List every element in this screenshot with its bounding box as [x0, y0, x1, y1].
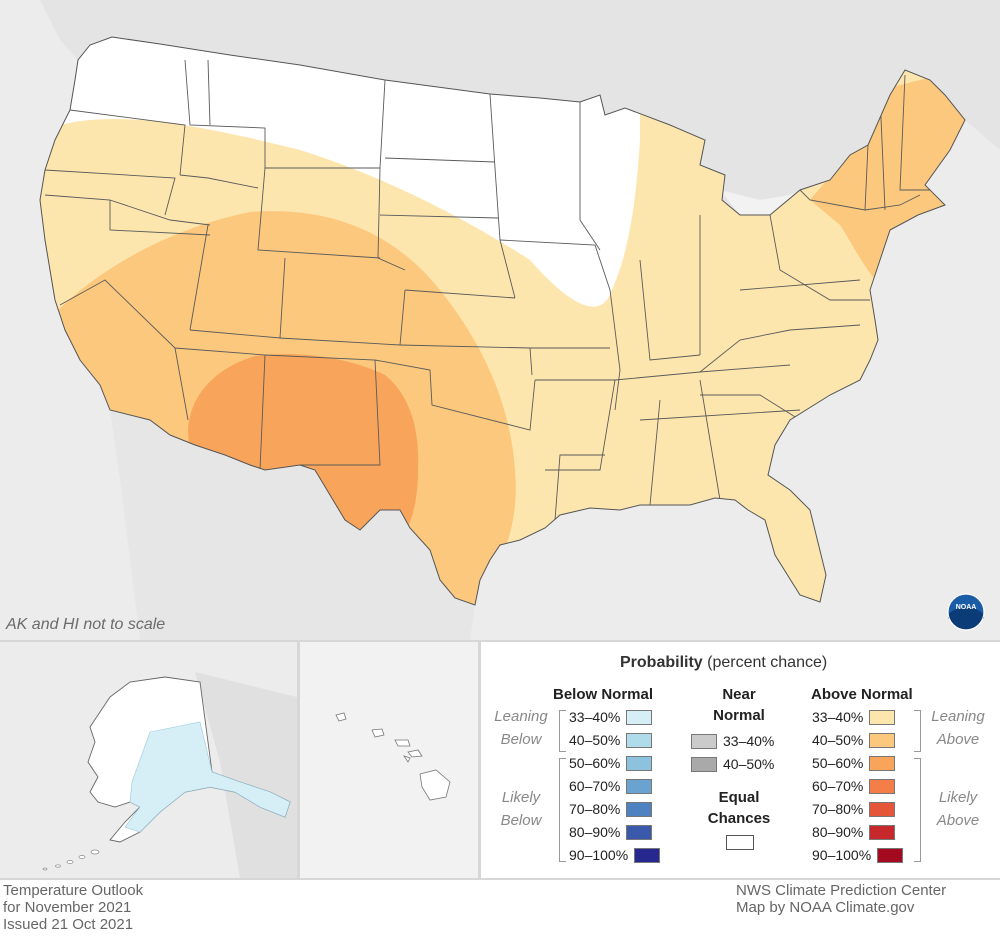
near-normal-heading: Near Normal	[713, 686, 765, 724]
map-divider-horizontal	[0, 640, 1000, 642]
leaning-below-label: Leaning Below	[494, 708, 548, 748]
below-color-swatch	[626, 778, 653, 794]
inset-divider-2	[478, 642, 481, 878]
near-color-swatch	[691, 733, 717, 749]
above-swatch-row: 40–50%	[812, 732, 896, 748]
footer-credit-map: Map by NOAA Climate.gov	[736, 899, 915, 916]
above-swatch-row: 90–100%	[812, 847, 904, 863]
lake-erie	[720, 190, 800, 215]
above-swatch-row: 80–90%	[812, 824, 896, 840]
below-swatch-row: 80–90%	[569, 824, 653, 840]
footer-outlook-title: Temperature Outlook	[3, 882, 144, 899]
footer-credit-cpc: NWS Climate Prediction Center	[736, 882, 947, 899]
below-color-swatch	[626, 824, 653, 840]
near-range-label: 40–50%	[723, 756, 775, 772]
above-range-label: 60–70%	[812, 778, 864, 794]
mexico-landmass	[110, 410, 475, 640]
above-color-swatch	[869, 824, 896, 840]
equal-chances-heading: Equal Chances	[707, 789, 771, 827]
conus-map: NOAA	[0, 0, 1000, 640]
above-range-label: 90–100%	[812, 847, 872, 863]
noaa-logo: NOAA	[947, 593, 985, 631]
canada-landmass	[0, 0, 1000, 215]
above-color-swatch	[869, 801, 896, 817]
hawaiian-islands	[335, 712, 451, 801]
below-swatch-row: 40–50%	[569, 732, 653, 748]
below-swatch-row: 90–100%	[569, 847, 661, 863]
below-range-label: 80–90%	[569, 824, 621, 840]
footer-outlook-period: for November 2021	[3, 899, 132, 916]
svg-text:NOAA: NOAA	[956, 604, 977, 611]
above-range-label: 70–80%	[812, 801, 864, 817]
likely-above-bracket	[914, 758, 921, 862]
above-swatch-row: 60–70%	[812, 778, 896, 794]
above-range-label: 50–60%	[812, 755, 864, 771]
hawaii-inset	[300, 642, 478, 878]
below-swatch-row: 60–70%	[569, 778, 653, 794]
legend-title: Probability (percent chance)	[620, 654, 827, 672]
near-swatch-row: 40–50%	[691, 756, 774, 772]
below-swatch-row: 70–80%	[569, 801, 653, 817]
above-range-label: 33–40%	[812, 709, 864, 725]
above-color-swatch	[869, 778, 896, 794]
below-swatch-row: 33–40%	[569, 709, 653, 725]
below-range-label: 50–60%	[569, 755, 621, 771]
us-outline	[39, 36, 966, 606]
near-swatch-row: 33–40%	[691, 733, 774, 749]
below-color-swatch	[626, 801, 653, 817]
not-to-scale-note: AK and HI not to scale	[6, 616, 166, 633]
below-range-label: 60–70%	[569, 778, 621, 794]
below-color-swatch	[626, 732, 653, 748]
below-range-label: 90–100%	[569, 847, 629, 863]
below-color-swatch	[634, 847, 661, 863]
above-color-swatch	[869, 732, 896, 748]
alaska-leaning-below-region	[124, 721, 291, 833]
equal-chances-swatch	[726, 835, 754, 850]
aleutian-islands	[42, 849, 100, 871]
state-borders	[44, 59, 945, 521]
above-swatch-row: 50–60%	[812, 755, 896, 771]
below-swatch-row: 50–60%	[569, 755, 653, 771]
likely-below-label: Likely Below	[500, 789, 542, 829]
below-color-swatch	[626, 755, 653, 771]
below-normal-heading: Below Normal	[553, 686, 654, 703]
map-divider-bottom	[0, 878, 1000, 880]
leaning-above-bracket	[914, 710, 921, 752]
inset-divider-1	[297, 642, 300, 878]
leaning-above-label: Leaning Above	[931, 708, 985, 748]
below-range-label: 33–40%	[569, 709, 621, 725]
above-swatch-row: 70–80%	[812, 801, 896, 817]
likely-above-label: Likely Above	[936, 789, 980, 829]
below-range-label: 40–50%	[569, 732, 621, 748]
above-range-label: 40–50%	[812, 732, 864, 748]
above-range-label: 80–90%	[812, 824, 864, 840]
above-color-swatch	[869, 755, 896, 771]
above-color-swatch	[869, 709, 896, 725]
below-color-swatch	[626, 709, 653, 725]
near-range-label: 33–40%	[723, 733, 775, 749]
leaning-below-bracket	[559, 710, 566, 752]
probability-legend: Probability (percent chance) Below Norma…	[481, 642, 1000, 878]
below-range-label: 70–80%	[569, 801, 621, 817]
near-color-swatch	[691, 756, 717, 772]
above-swatch-row: 33–40%	[812, 709, 896, 725]
canada-yukon	[195, 672, 297, 878]
footer-left: Temperature Outlook for November 2021 Is…	[3, 882, 143, 933]
footer-issued-date: Issued 21 Oct 2021	[3, 916, 134, 933]
alaska-inset	[0, 642, 297, 878]
footer-right: NWS Climate Prediction Center Map by NOA…	[736, 882, 946, 916]
above-color-swatch	[877, 847, 904, 863]
above-normal-heading: Above Normal	[811, 686, 913, 703]
legend-title-bold: Probability	[620, 654, 703, 671]
likely-below-bracket	[559, 758, 566, 862]
legend-title-rest: (percent chance)	[702, 654, 828, 671]
